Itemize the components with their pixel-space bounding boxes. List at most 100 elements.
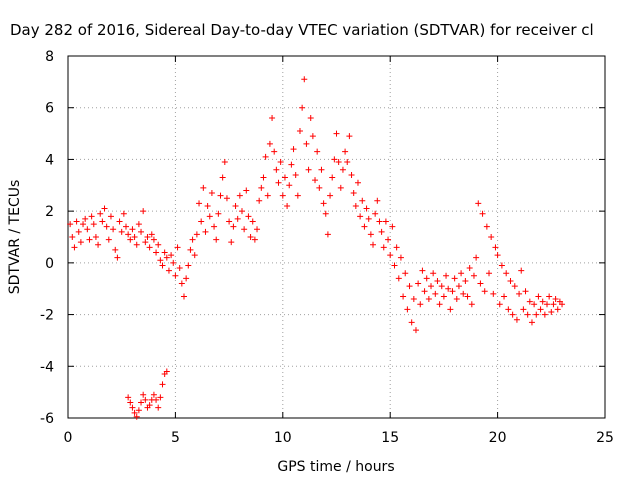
data-point-marker <box>486 270 493 277</box>
data-point-marker <box>101 205 108 212</box>
x-axis-label: GPS time / hours <box>277 459 394 475</box>
data-point-marker <box>505 306 512 313</box>
data-point-marker <box>118 228 125 235</box>
data-point-marker <box>138 399 145 406</box>
data-point-marker <box>256 197 263 204</box>
data-point-marker <box>146 244 153 251</box>
data-point-marker <box>425 296 432 303</box>
data-point-marker <box>346 133 353 140</box>
data-point-marker <box>412 327 419 334</box>
data-point-marker <box>460 290 467 297</box>
data-point-marker <box>350 190 357 197</box>
y-tick-label: 8 <box>45 49 54 65</box>
data-point-marker <box>67 221 74 228</box>
data-point-marker <box>397 254 404 261</box>
data-point-marker <box>144 234 151 240</box>
data-point-marker <box>155 241 162 248</box>
data-point-marker <box>292 171 299 178</box>
data-point-marker <box>395 275 402 282</box>
data-point-marker <box>247 234 254 240</box>
data-point-marker <box>82 215 89 222</box>
data-point-marker <box>376 218 383 225</box>
data-point-marker <box>496 301 503 308</box>
data-point-marker <box>88 213 95 220</box>
data-point-marker <box>548 308 555 315</box>
data-point-marker <box>436 301 443 308</box>
data-point-marker <box>150 391 157 398</box>
x-tick-label: 10 <box>274 430 292 446</box>
data-point-marker <box>189 236 196 243</box>
data-point-marker <box>241 226 248 233</box>
data-point-marker <box>378 228 385 235</box>
data-point-marker <box>382 218 389 225</box>
data-point-marker <box>361 223 368 230</box>
data-point-marker <box>305 166 312 173</box>
data-point-marker <box>133 241 140 248</box>
data-point-marker <box>258 184 265 191</box>
data-point-marker <box>200 184 207 191</box>
data-point-marker <box>365 215 372 222</box>
data-point-marker <box>249 218 256 225</box>
data-point-marker <box>380 244 387 251</box>
y-tick-label: 4 <box>45 152 54 168</box>
data-point-marker <box>314 148 321 155</box>
chart-title: Day 282 of 2016, Sidereal Day-to-day VTE… <box>10 21 594 39</box>
plot-frame <box>67 55 606 419</box>
data-point-marker <box>337 184 344 191</box>
data-point-marker <box>155 404 162 411</box>
data-point-marker <box>153 249 160 256</box>
data-point-marker <box>385 236 392 243</box>
data-point-marker <box>99 218 106 225</box>
data-point-marker <box>73 218 80 225</box>
data-point-marker <box>522 288 529 295</box>
data-point-marker <box>479 210 486 217</box>
data-point-marker <box>296 127 303 134</box>
data-point-marker <box>217 192 224 199</box>
data-point-marker <box>518 267 525 274</box>
data-point-marker <box>301 76 308 83</box>
data-point-marker <box>546 293 553 300</box>
data-point-marker <box>159 381 166 388</box>
data-point-marker <box>492 244 499 251</box>
data-point-marker <box>127 236 134 243</box>
data-point-marker <box>178 280 185 287</box>
x-tick-label: 25 <box>596 430 614 446</box>
data-point-marker <box>316 184 323 191</box>
data-point-marker <box>294 192 301 199</box>
data-point-marker <box>391 262 398 269</box>
data-point-marker <box>219 174 226 181</box>
data-point-marker <box>133 413 140 420</box>
data-point-marker <box>120 210 127 217</box>
data-point-marker <box>191 252 198 259</box>
data-point-marker <box>127 399 134 406</box>
data-points <box>67 76 566 420</box>
data-point-marker <box>284 202 291 209</box>
data-point-marker <box>372 210 379 217</box>
data-point-marker <box>552 296 559 303</box>
y-tick-label: 0 <box>45 256 54 272</box>
data-point-marker <box>211 223 218 230</box>
data-point-marker <box>142 239 149 246</box>
data-point-marker <box>172 272 179 279</box>
data-point-marker <box>232 202 239 209</box>
data-point-marker <box>322 210 329 217</box>
data-point-marker <box>286 182 293 189</box>
data-point-marker <box>269 115 276 122</box>
data-point-marker <box>470 272 477 279</box>
data-point-marker <box>107 213 114 220</box>
y-tick-label: 2 <box>45 204 54 220</box>
data-point-marker <box>271 148 278 155</box>
data-point-marker <box>475 200 482 207</box>
data-point-marker <box>419 267 426 274</box>
data-point-marker <box>97 210 104 217</box>
data-point-marker <box>103 223 110 230</box>
data-point-marker <box>537 306 544 313</box>
data-point-marker <box>264 192 271 199</box>
data-point-marker <box>146 402 153 409</box>
axis-ticks: 0 5 10 15 20 25 -6 -4 -2 0 2 4 6 8 <box>40 49 614 446</box>
data-point-marker <box>483 223 490 230</box>
data-point-marker <box>138 228 145 235</box>
data-point-marker <box>234 215 241 222</box>
data-point-marker <box>157 394 164 401</box>
